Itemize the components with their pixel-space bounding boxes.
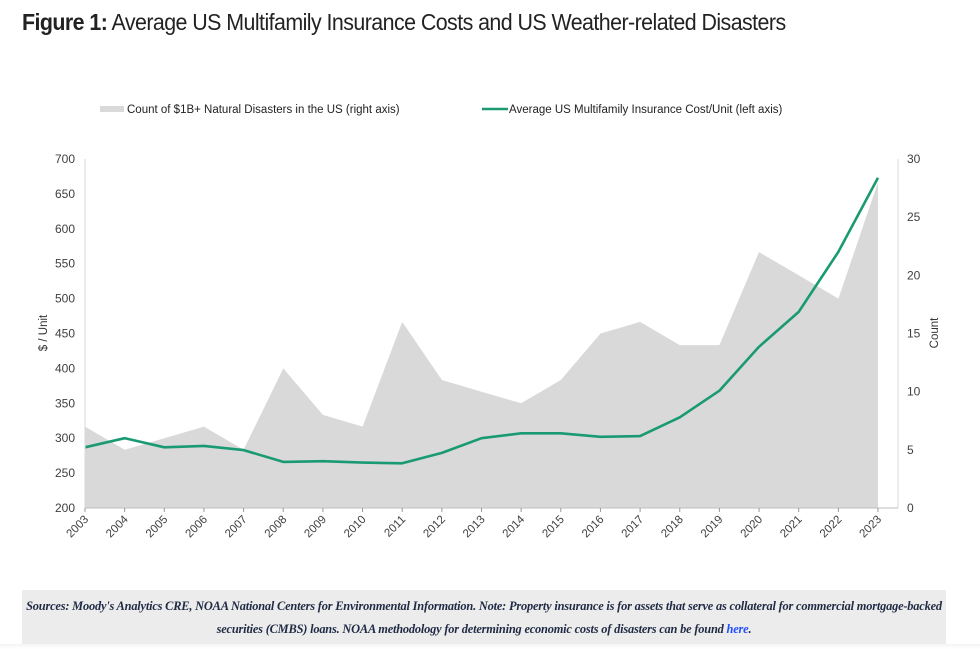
figure-title-text: Average US Multifamily Insurance Costs a… <box>107 9 787 35</box>
x-tick-label: 2020 <box>739 514 766 541</box>
y-left-tick-label: 500 <box>55 292 75 306</box>
y-left-tick-label: 300 <box>55 431 75 445</box>
y-right-tick-label: 20 <box>907 268 921 282</box>
x-tick-label: 2014 <box>501 513 528 540</box>
x-tick-label: 2018 <box>659 514 686 541</box>
y-left-tick-label: 200 <box>55 501 75 515</box>
x-tick-label: 2016 <box>580 514 607 541</box>
x-tick-label: 2008 <box>263 514 290 541</box>
y-left-tick-label: 700 <box>55 152 75 166</box>
x-tick-label: 2010 <box>342 514 369 541</box>
y-left-tick-label: 550 <box>55 257 75 271</box>
y-axis-left-label: $ / Unit <box>38 314 50 351</box>
here-link[interactable]: here <box>726 622 749 636</box>
y-left-tick-label: 600 <box>55 222 75 236</box>
x-tick-label: 2009 <box>302 514 329 541</box>
x-tick-label: 2006 <box>183 514 210 541</box>
y-left-tick-label: 400 <box>55 361 75 375</box>
source-note-text: Sources: Moody's Analytics CRE, NOAA Nat… <box>26 599 942 636</box>
disaster-count-area <box>85 182 878 509</box>
legend-area-label: Count of $1B+ Natural Disasters in the U… <box>127 104 400 116</box>
source-note: Sources: Moody's Analytics CRE, NOAA Nat… <box>22 590 946 646</box>
figure-title-prefix: Figure 1: <box>22 9 108 35</box>
y-right-tick-label: 15 <box>907 327 921 341</box>
y-left-tick-label: 350 <box>55 396 75 410</box>
x-tick-label: 2007 <box>223 514 250 541</box>
x-tick-label: 2013 <box>461 514 488 541</box>
figure-title: Figure 1: Average US Multifamily Insuran… <box>22 9 859 36</box>
legend: Count of $1B+ Natural Disasters in the U… <box>100 104 782 116</box>
legend-area-swatch <box>100 106 124 112</box>
y-left-tick-label: 250 <box>55 466 75 480</box>
y-left-tick-label: 650 <box>55 187 75 201</box>
source-note-end: . <box>748 622 752 636</box>
x-tick-label: 2004 <box>104 513 131 540</box>
y-right-tick-label: 5 <box>907 443 914 457</box>
y-axis-right-label: Count <box>929 317 941 348</box>
y-right-tick-label: 10 <box>907 385 921 399</box>
x-tick-label: 2023 <box>858 514 885 541</box>
chart: Count of $1B+ Natural Disasters in the U… <box>38 104 941 541</box>
y-right-tick-label: 0 <box>907 501 914 515</box>
insurance-cost-line <box>84 177 880 465</box>
x-tick-label: 2005 <box>144 514 171 541</box>
x-tick-label: 2021 <box>778 514 805 541</box>
x-tick-label: 2012 <box>421 514 448 541</box>
x-tick-label: 2019 <box>699 514 726 541</box>
y-right-tick-label: 30 <box>907 152 921 166</box>
x-tick-label: 2017 <box>620 514 647 541</box>
legend-line-label: Average US Multifamily Insurance Cost/Un… <box>509 104 782 116</box>
x-tick-label: 2015 <box>540 514 567 541</box>
bottom-shade <box>0 644 980 649</box>
x-tick-label: 2022 <box>818 514 845 541</box>
x-tick-label: 2003 <box>65 514 92 541</box>
x-tick-label: 2011 <box>382 514 408 540</box>
y-left-tick-label: 450 <box>55 327 75 341</box>
y-right-tick-label: 25 <box>907 210 921 224</box>
